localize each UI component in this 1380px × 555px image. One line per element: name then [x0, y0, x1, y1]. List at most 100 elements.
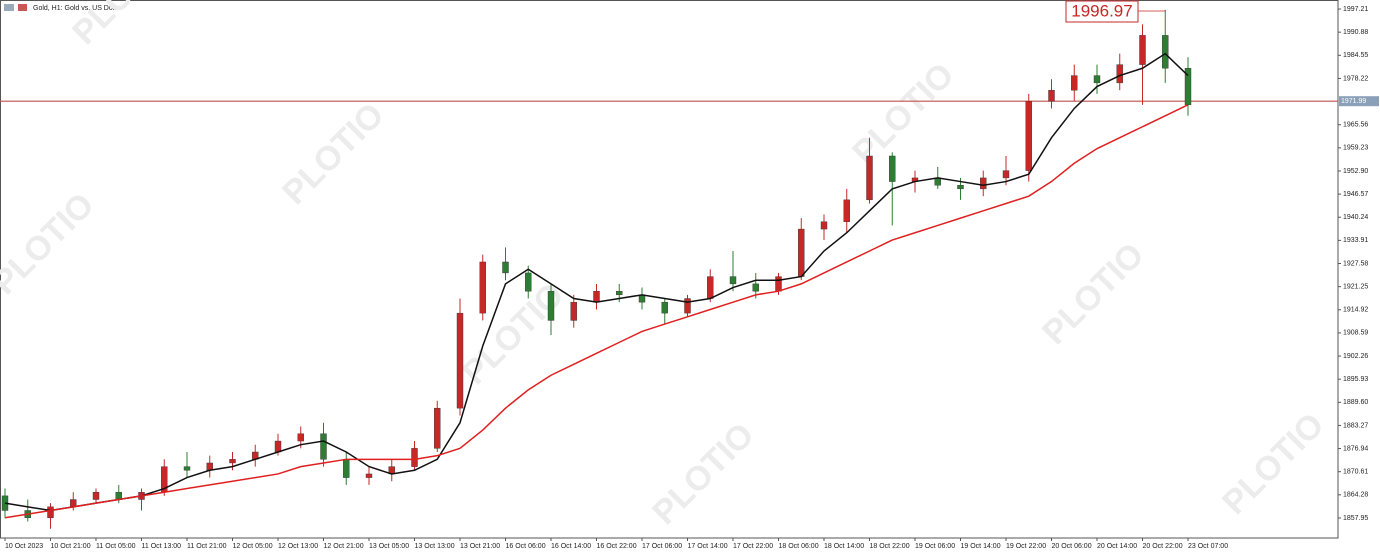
x-tick-label: 20 Oct 06:00 [1052, 543, 1092, 550]
candle-body [889, 155, 896, 182]
y-tick-label: 1857.95 [1343, 515, 1368, 522]
price-label-box [1339, 96, 1379, 107]
y-tick-label: 1952.90 [1343, 168, 1368, 175]
candle-body [843, 199, 850, 222]
candle-body [980, 177, 987, 190]
y-tick-label: 1978.22 [1343, 75, 1368, 82]
candle-body [729, 276, 737, 285]
y-tick-label: 1870.61 [1343, 469, 1368, 476]
candle-body [707, 276, 714, 299]
candle-body [297, 433, 304, 442]
x-tick-label: 16 Oct 14:00 [551, 543, 591, 550]
y-tick-label: 1864.28 [1343, 492, 1368, 499]
candle-body [456, 312, 464, 409]
x-tick-label: 19 Oct 06:00 [915, 543, 955, 550]
y-tick-label: 1876.94 [1343, 445, 1368, 452]
candle-body [866, 155, 873, 201]
y-tick-label: 1908.59 [1343, 330, 1368, 337]
candle-body [274, 440, 282, 453]
candle-body [47, 506, 54, 518]
candle-body [593, 291, 600, 303]
plot [0, 9, 1338, 529]
chart-icon [18, 4, 27, 11]
high-marker-box [1065, 0, 1139, 23]
y-tick-label: 1895.93 [1343, 376, 1368, 383]
x-tick-label: 18 Oct 22:00 [870, 543, 910, 550]
candle-body [365, 473, 373, 478]
x-tick-label: 12 Oct 05:00 [233, 543, 273, 550]
candle-body [547, 291, 555, 321]
x-tick-label: 23 Oct 07:00 [1188, 543, 1228, 550]
y-tick-label: 1921.25 [1343, 283, 1368, 290]
plot-frame [0, 0, 1339, 539]
x-tick-label: 11 Oct 21:00 [187, 543, 227, 550]
y-tick-label: 1940.24 [1343, 214, 1368, 221]
candle-body [1184, 68, 1192, 106]
x-tick-label: 16 Oct 06:00 [506, 543, 546, 550]
candle-body [684, 298, 691, 314]
candle-body [1093, 75, 1101, 84]
y-tick-label: 1959.23 [1343, 145, 1368, 152]
candle-body [343, 459, 350, 478]
x-tick-label: 12 Oct 13:00 [278, 543, 318, 550]
candle-body [661, 301, 668, 314]
x-tick-label: 10 Oct 21:00 [51, 543, 91, 550]
x-tick-label: 17 Oct 14:00 [688, 543, 728, 550]
candle-body [820, 221, 828, 230]
x-tick-label: 18 Oct 06:00 [779, 543, 819, 550]
x-tick-label: 13 Oct 21:00 [460, 543, 500, 550]
candle-body [229, 459, 236, 464]
candle-body [616, 291, 623, 296]
candle-body [775, 276, 782, 292]
x-tick-label: 11 Oct 13:00 [142, 543, 182, 550]
moving-average [4, 104, 1189, 519]
candle-body [752, 283, 759, 292]
x-tick-label: 19 Oct 22:00 [1006, 543, 1046, 550]
y-tick-label: 1902.26 [1343, 353, 1368, 360]
x-tick-label: 20 Oct 22:00 [1143, 543, 1183, 550]
x-tick-label: 13 Oct 13:00 [415, 543, 455, 550]
candle-body [1071, 75, 1078, 91]
candle-body [1162, 35, 1169, 69]
x-tick-label: 13 Oct 05:00 [369, 543, 409, 550]
x-tick-label: 17 Oct 06:00 [642, 543, 682, 550]
candle-body [92, 492, 100, 500]
candle-body [183, 466, 191, 471]
x-tick-label: 17 Oct 22:00 [733, 543, 773, 550]
x-tick-label: 20 Oct 14:00 [1097, 543, 1137, 550]
candle-body [502, 261, 509, 274]
candle-body [320, 433, 327, 460]
chart-title: Gold, H1: Gold vs. US Dollar [33, 5, 123, 12]
candle-body [1002, 170, 1010, 179]
chart-icon [4, 4, 14, 11]
candle-body [570, 301, 577, 321]
y-tick-label: 1997.21 [1343, 6, 1368, 13]
x-tick-label: 11 Oct 05:00 [96, 543, 136, 550]
y-tick-label: 1984.55 [1343, 52, 1368, 59]
y-tick-label: 1933.91 [1343, 237, 1368, 244]
y-tick-label: 1965.56 [1343, 122, 1368, 129]
candle-body [1048, 89, 1055, 102]
y-tick-label: 1990.88 [1343, 29, 1368, 36]
price-label: 1971.99 [1341, 98, 1366, 105]
candle-body [411, 448, 418, 467]
x-tick-label: 12 Oct 21:00 [324, 543, 364, 550]
candle-body [798, 228, 805, 277]
x-tick-label: 18 Oct 14:00 [824, 543, 864, 550]
y-tick-label: 1927.58 [1343, 260, 1368, 267]
y-tick-label: 1946.57 [1343, 191, 1368, 198]
candle-body [1025, 100, 1032, 171]
candle-body [479, 261, 486, 314]
candle-body [525, 272, 532, 292]
x-tick-label: 19 Oct 14:00 [961, 543, 1001, 550]
candle-body [1116, 64, 1123, 84]
y-tick-label: 1883.27 [1343, 422, 1368, 429]
candle-body [1139, 35, 1146, 65]
y-tick-label: 1914.92 [1343, 307, 1368, 314]
x-tick-label: 10 Oct 2023 [5, 543, 43, 550]
moving-average [4, 52, 1189, 512]
y-tick-label: 1889.60 [1343, 399, 1368, 406]
high-marker-label: 1996.97 [1071, 1, 1132, 20]
